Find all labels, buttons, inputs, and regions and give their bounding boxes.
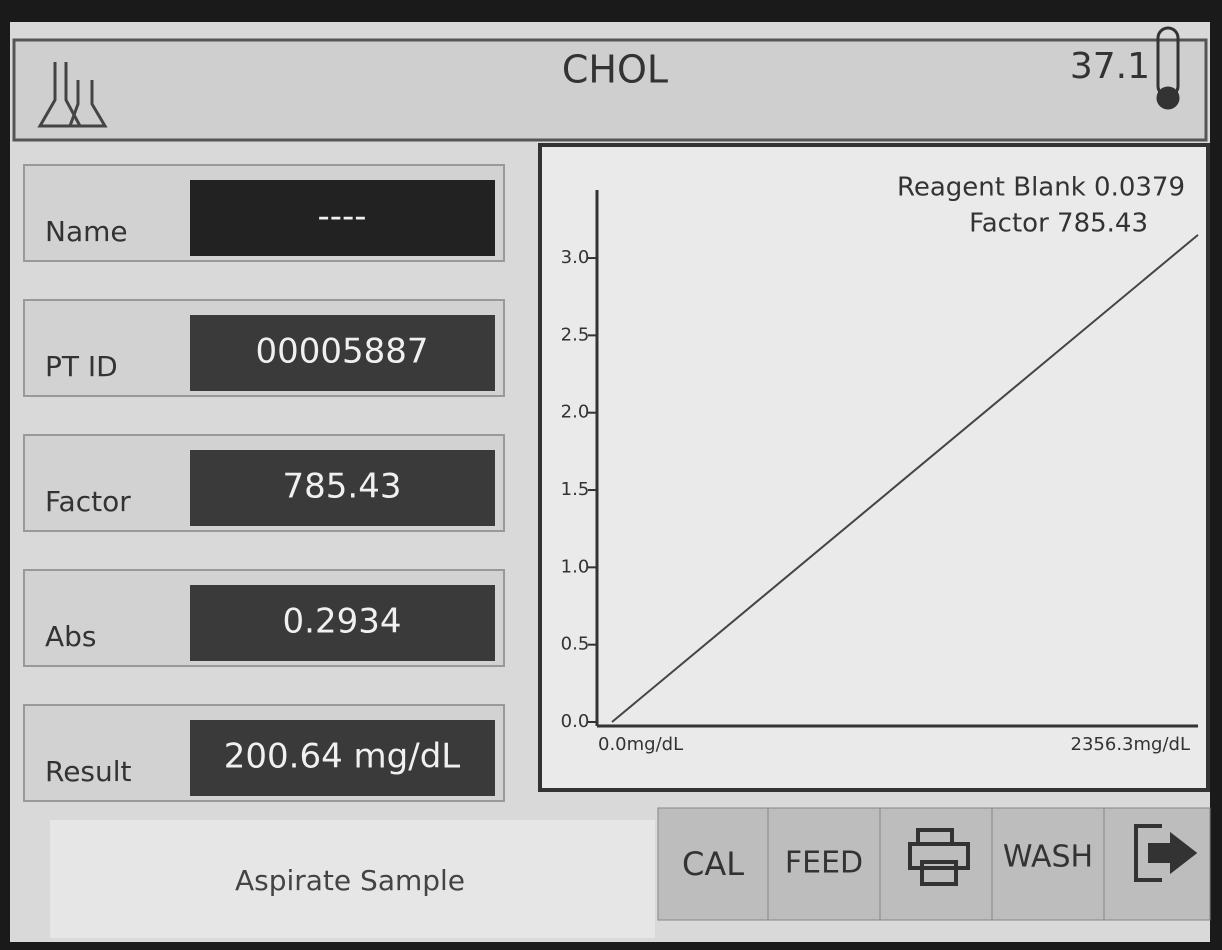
y-tick-label: 0.5 [561,634,590,655]
y-tick-label: 1.5 [561,479,590,500]
y-tick-label: 0.0 [561,711,590,732]
x-tick-label: 0.0mg/dL [598,734,683,755]
header-title: CHOL [562,48,668,92]
field-value: 00005887 [255,332,428,372]
button-label[interactable]: FEED [785,846,863,881]
button-label[interactable]: CAL [682,845,744,883]
y-tick-label: 1.0 [561,556,590,577]
field-value: 785.43 [283,467,402,507]
field-label: Result [45,755,132,788]
chart-annotation: Factor 785.43 [969,209,1148,239]
screen: CHOL 37.1 Name ---- PT ID 00005887 Factor 785… [0,0,1222,946]
chart-frame [540,145,1208,790]
button-bar: CAL FEED WASH [658,808,1210,920]
field-label: Factor [45,485,131,518]
status-text: Aspirate Sample [235,864,465,897]
y-tick-label: 2.0 [561,402,590,423]
button-label[interactable]: WASH [1003,840,1093,875]
page: CHOL 37.1 Name ---- PT ID 00005887 Factor 785… [0,0,1222,946]
x-tick-label: 2356.3mg/dL [1071,734,1190,755]
field-label: PT ID [45,350,118,383]
field-value: 0.2934 [283,602,402,642]
y-tick-label: 2.5 [561,324,590,345]
field-label: Name [45,215,128,248]
field-value: 200.64 mg/dL [224,737,461,777]
field-value: ---- [317,197,366,237]
chart-annotation: Reagent Blank 0.0379 [897,173,1185,203]
y-tick-label: 3.0 [561,247,590,268]
field-label: Abs [45,620,97,653]
temperature: 37.1 [1070,46,1150,87]
